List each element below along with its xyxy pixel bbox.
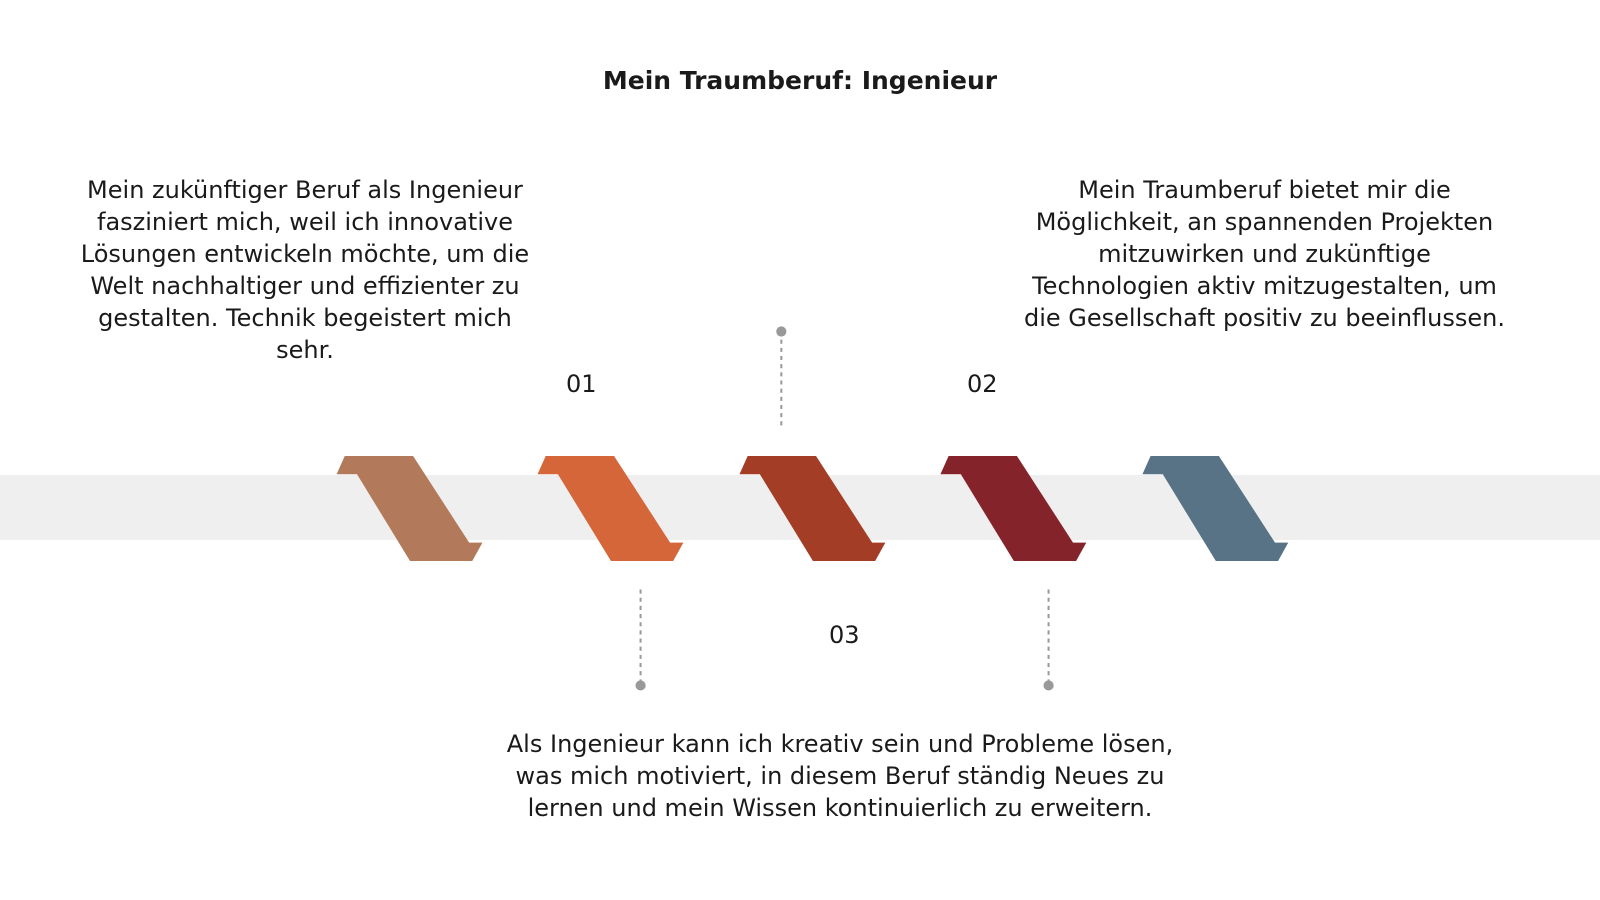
arrow-shape [537,455,684,561]
arrow-shape [940,455,1087,561]
step-number: 03 [829,621,860,649]
arrows [336,455,1289,561]
step-text: Als Ingenieur kann ich kreativ sein und … [506,730,1174,822]
step-number: 01 [566,370,597,398]
step-text: Mein zukünftiger Beruf als Ingenieur fas… [80,176,530,364]
connector-dot [776,326,787,337]
step-number: 02 [967,370,998,398]
connector-dot [1043,680,1054,691]
arrow-shape [739,455,886,561]
arrow-shape [1142,455,1289,561]
arrow-shape [336,455,483,561]
title: Mein Traumberuf: Ingenieur [602,66,998,95]
step-text: Mein Traumberuf bietet mir die Möglichke… [1024,176,1505,332]
connector-dot [635,680,646,691]
